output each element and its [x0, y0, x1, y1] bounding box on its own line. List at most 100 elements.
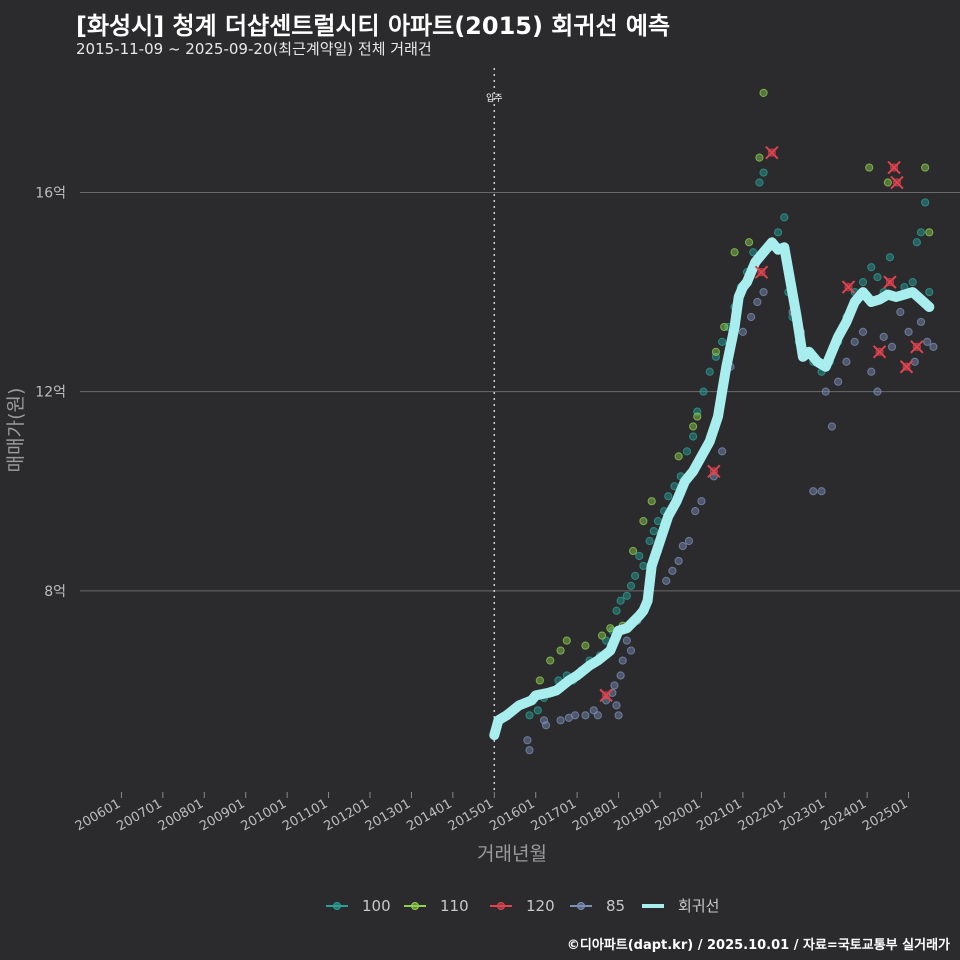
point-85 — [678, 541, 687, 551]
point-85 — [759, 287, 768, 297]
outlier-x-marker — [754, 265, 769, 279]
point-110 — [693, 412, 702, 421]
x-tick-label: 201401 — [404, 796, 454, 834]
point-100 — [689, 432, 698, 441]
point-100 — [639, 561, 648, 571]
point-110 — [720, 322, 729, 332]
point-85 — [923, 337, 932, 346]
point-85 — [614, 711, 623, 720]
point-85 — [817, 487, 826, 496]
legend-label: 회귀선 — [678, 897, 719, 915]
point-100 — [649, 526, 658, 536]
point-100 — [858, 278, 868, 287]
legend-label: 120 — [526, 897, 555, 915]
outlier-x-marker — [599, 688, 613, 703]
point-100 — [908, 278, 917, 287]
x-tick-label: 200701 — [114, 796, 164, 834]
outlier-x-marker — [883, 275, 897, 289]
point-100 — [699, 387, 708, 396]
point-85 — [809, 487, 818, 496]
point-85 — [674, 556, 683, 566]
point-85 — [842, 357, 851, 366]
point-110 — [556, 646, 565, 655]
point-110 — [744, 238, 754, 247]
point-85 — [662, 576, 671, 585]
point-85 — [887, 342, 897, 351]
outlier-markers — [599, 145, 924, 703]
point-85 — [827, 422, 837, 431]
point-85 — [570, 711, 580, 720]
y-tick-label: 12억 — [35, 385, 66, 401]
point-100 — [759, 168, 768, 177]
point-85 — [626, 646, 636, 655]
point-85 — [873, 387, 882, 396]
move-in-annotation: 입주 — [486, 68, 503, 790]
point-85 — [612, 701, 621, 710]
point-100 — [626, 581, 636, 590]
point-100 — [773, 228, 783, 237]
y-tick-labels: 8억 12억 16억 — [35, 185, 66, 599]
outlier-x-marker — [765, 145, 779, 160]
point-85 — [867, 367, 876, 376]
point-100 — [867, 263, 876, 272]
point-110 — [730, 248, 739, 257]
point-85 — [879, 332, 888, 341]
regression-path — [489, 237, 935, 741]
point-85 — [896, 307, 905, 317]
outlier-x-marker — [707, 464, 721, 479]
point-100 — [616, 596, 625, 605]
point-85 — [610, 681, 619, 690]
x-tick-label: 200801 — [156, 796, 206, 834]
scatter-points — [523, 88, 938, 755]
x-tick-label: 202501 — [860, 796, 910, 834]
point-85 — [525, 746, 534, 755]
point-85 — [616, 671, 625, 680]
point-110 — [535, 676, 544, 685]
point-110 — [581, 641, 590, 650]
point-110 — [628, 546, 638, 556]
x-tick-label: 201301 — [363, 796, 413, 834]
point-85 — [821, 387, 830, 396]
point-85 — [581, 711, 590, 720]
x-tick-label: 201201 — [322, 796, 372, 834]
point-100 — [885, 253, 895, 262]
x-tick-label: 201501 — [446, 796, 496, 834]
point-110 — [674, 452, 683, 461]
point-85 — [850, 337, 859, 346]
point-85 — [858, 327, 868, 337]
chart-subtitle: 2015-11-09 ~ 2025-09-20(최근계약일) 전체 거래건 — [76, 40, 432, 58]
legend-label: 110 — [440, 897, 469, 915]
point-85 — [541, 721, 551, 730]
point-85 — [593, 711, 602, 720]
point-100 — [749, 248, 758, 257]
y-tick-label: 8억 — [44, 584, 66, 600]
point-100 — [912, 238, 921, 247]
point-100 — [718, 337, 727, 346]
x-tick-labels: 2006012007012008012009012010012011012012… — [73, 792, 911, 834]
point-110 — [562, 636, 571, 645]
point-85 — [622, 636, 631, 645]
point-85 — [556, 716, 565, 725]
legend-key-dot — [411, 902, 419, 910]
point-85 — [668, 566, 677, 576]
point-110 — [546, 656, 555, 665]
point-110 — [689, 422, 698, 431]
point-100 — [916, 228, 926, 237]
point-100 — [705, 367, 714, 376]
x-tick-label: 201101 — [280, 796, 330, 834]
gridlines — [80, 191, 960, 592]
legend-key-dot — [497, 902, 505, 910]
point-100 — [533, 706, 542, 715]
point-110 — [597, 631, 607, 640]
point-110 — [711, 347, 721, 356]
outlier-x-marker — [890, 175, 904, 190]
outlier-x-marker — [872, 345, 887, 359]
point-110 — [759, 88, 768, 97]
point-100 — [622, 591, 631, 600]
y-axis-title: 매매가(원) — [5, 388, 27, 473]
point-110 — [606, 624, 615, 633]
point-85 — [718, 447, 727, 456]
point-85 — [697, 497, 706, 506]
point-85 — [834, 377, 843, 386]
